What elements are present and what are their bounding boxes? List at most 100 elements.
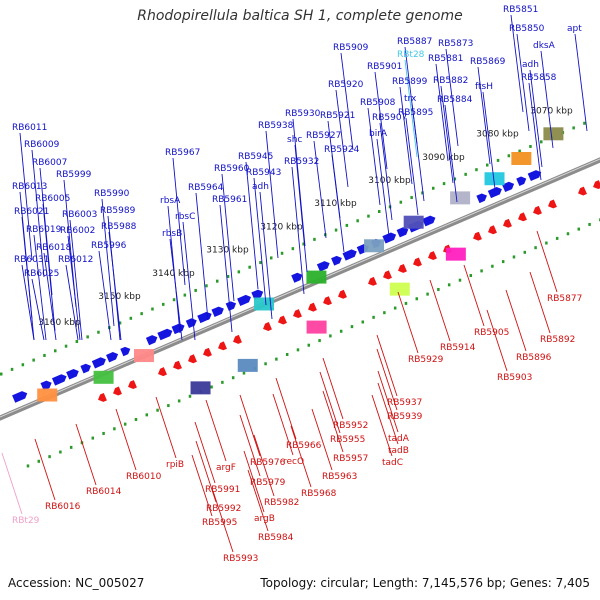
forward-gene — [476, 192, 488, 203]
forward-leader — [222, 174, 234, 301]
reverse-leader — [487, 310, 507, 371]
reverse-gene-label: recO — [283, 457, 304, 467]
forward-gene-label: RB6012 — [58, 255, 93, 265]
tick-dot — [346, 224, 349, 227]
tick-dot — [318, 339, 321, 342]
reverse-gene-shape — [201, 348, 212, 359]
forward-gene-shape — [92, 356, 108, 369]
forward-gene-label: RB5988 — [101, 222, 137, 232]
tick-dot — [124, 423, 127, 426]
forward-gene-label: RB5967 — [165, 148, 200, 158]
tick-dot — [140, 312, 143, 315]
tick-dot — [194, 289, 197, 292]
reverse-gene-shape — [291, 309, 302, 320]
forward-gene-label: trx — [404, 94, 417, 104]
reverse-gene — [396, 264, 407, 275]
reverse-gene — [381, 270, 392, 281]
tick-dot — [210, 385, 213, 388]
forward-leader — [314, 141, 326, 238]
forward-gene — [237, 293, 252, 306]
forward-gene-label: rbsA — [160, 196, 181, 206]
feature-block — [238, 359, 258, 372]
genome-summary: Topology: circular; Length: 7,145,576 bp… — [260, 576, 590, 590]
reverse-leader — [116, 409, 136, 470]
reverse-gene-shape — [426, 251, 437, 262]
forward-leader — [529, 83, 541, 180]
reverse-gene — [291, 309, 302, 320]
reverse-gene-label: tadA — [388, 434, 410, 444]
reverse-gene — [186, 354, 197, 365]
reverse-gene-label: RB6010 — [126, 472, 162, 482]
forward-gene-shape — [317, 260, 331, 272]
reverse-gene-shape — [486, 225, 497, 236]
reverse-gene-shape — [531, 206, 542, 217]
reverse-gene-label: tadC — [382, 458, 403, 468]
forward-leader — [266, 131, 278, 258]
tick-dot — [243, 372, 246, 375]
tick-dot — [259, 261, 262, 264]
feature-block — [446, 248, 466, 261]
reverse-gene — [261, 322, 272, 333]
feature-block — [390, 283, 410, 296]
feature-block — [543, 127, 563, 140]
tick-label: 3080 kbp — [476, 130, 519, 140]
reverse-gene — [501, 219, 512, 230]
tick-dot — [264, 362, 267, 365]
forward-gene — [80, 362, 92, 373]
reverse-gene — [171, 361, 182, 372]
tick-dot — [270, 256, 273, 259]
reverse-gene-label: RB6014 — [86, 487, 122, 497]
tick-dot — [286, 353, 289, 356]
forward-gene — [146, 334, 159, 346]
forward-gene-label: RB6011 — [12, 123, 47, 133]
reverse-gene-label: RB6016 — [45, 502, 81, 512]
tick-dot — [54, 349, 57, 352]
tick-dot — [443, 182, 446, 185]
forward-gene-label: RB5990 — [94, 189, 130, 199]
reverse-gene — [411, 258, 422, 269]
tick-dot — [48, 455, 51, 458]
tick-dot — [97, 331, 100, 334]
forward-leader — [196, 193, 208, 320]
tick-dot — [32, 359, 35, 362]
forward-gene-label: RB5932 — [284, 157, 319, 167]
tick-dot — [173, 298, 176, 301]
tick-dot — [11, 368, 14, 371]
tick-dot — [329, 334, 332, 337]
reverse-gene — [276, 316, 287, 327]
tick-dot — [448, 283, 451, 286]
feature-block — [511, 152, 531, 165]
reverse-gene — [486, 225, 497, 236]
forward-gene — [52, 373, 68, 386]
reverse-gene-label: RB5877 — [547, 294, 582, 304]
forward-gene-label: RB5960 — [214, 164, 250, 174]
reverse-gene-shape — [261, 322, 272, 333]
forward-gene-shape — [331, 254, 343, 265]
tick-label: 3070 kbp — [530, 106, 573, 116]
forward-gene-shape — [422, 214, 437, 226]
forward-gene — [197, 310, 213, 323]
tick-dot — [92, 437, 95, 440]
tick-dot — [524, 251, 527, 254]
tick-dot — [529, 145, 532, 148]
reverse-leader — [276, 378, 296, 439]
forward-gene-label: RB5873 — [438, 39, 473, 49]
forward-gene-label: RB5887 — [397, 37, 432, 47]
forward-leader — [341, 53, 353, 150]
tick-dot — [340, 330, 343, 333]
tick-dot — [556, 237, 559, 240]
tick-dot — [38, 460, 41, 463]
reverse-leader — [537, 231, 557, 292]
tick-dot — [540, 140, 543, 143]
forward-gene-label: RB5938 — [258, 121, 294, 131]
forward-gene-label: RB6005 — [35, 194, 70, 204]
tick-dot — [400, 201, 403, 204]
reverse-gene-label: RB5968 — [301, 489, 337, 499]
feature-block — [191, 381, 211, 394]
tick-dot — [102, 432, 105, 435]
reverse-gene-label: RB5984 — [258, 533, 294, 543]
tick-dot — [383, 311, 386, 314]
forward-gene-shape — [476, 192, 488, 203]
forward-gene-label: RB5943 — [246, 168, 281, 178]
reverse-leader — [206, 400, 226, 461]
